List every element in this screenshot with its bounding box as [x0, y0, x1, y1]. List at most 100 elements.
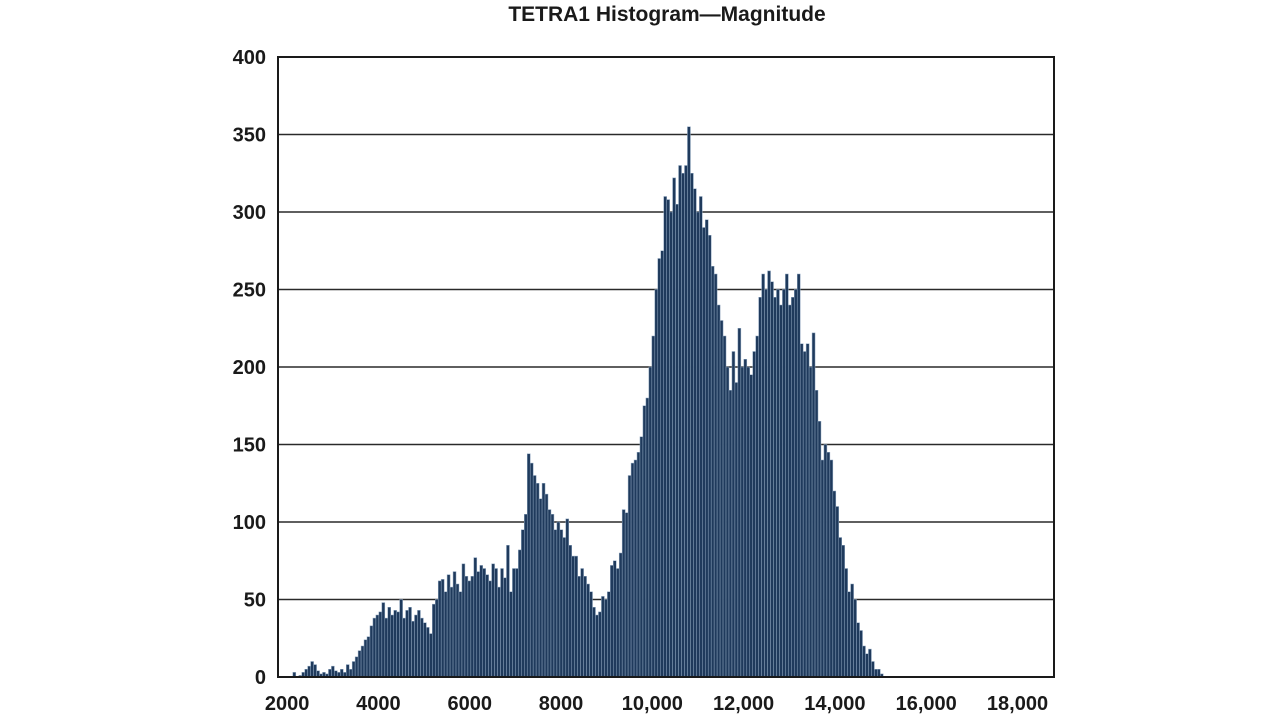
- histogram-bar: [372, 617, 377, 678]
- histogram-bar: [532, 475, 537, 678]
- histogram-bar: [737, 328, 742, 678]
- histogram-bar: [710, 266, 715, 678]
- y-tick-label: 50: [244, 590, 266, 612]
- x-tick-label: 12,000: [713, 693, 774, 715]
- histogram-bar: [764, 289, 768, 678]
- histogram-bar: [687, 126, 691, 678]
- histogram-bar: [357, 650, 362, 678]
- histogram-bar: [452, 571, 457, 678]
- histogram-bar: [354, 656, 359, 678]
- histogram-bar: [586, 583, 590, 678]
- histogram-bar: [702, 227, 706, 678]
- histogram-bar: [351, 661, 356, 678]
- histogram-bar: [458, 591, 463, 678]
- histogram-bar: [835, 506, 840, 678]
- histogram-bar: [577, 576, 581, 678]
- histogram-bar: [877, 669, 881, 678]
- histogram-bar: [826, 452, 831, 678]
- histogram-bar: [705, 219, 709, 678]
- histogram-bar: [482, 568, 486, 678]
- histogram-bar: [568, 545, 572, 678]
- histogram-bar: [393, 610, 397, 678]
- y-tick-label: 350: [233, 125, 266, 147]
- histogram-bar: [785, 273, 789, 678]
- histogram-bar: [722, 335, 727, 678]
- histogram-bar: [672, 177, 676, 678]
- histogram-bar: [381, 602, 386, 678]
- histogram-bar: [429, 633, 433, 678]
- histogram-bar: [550, 514, 555, 678]
- x-tick-label: 2000: [265, 693, 310, 715]
- histogram-bar: [589, 591, 593, 678]
- histogram-bar: [562, 537, 567, 678]
- x-tick-label: 6000: [447, 693, 492, 715]
- x-tick-label: 14,000: [804, 693, 865, 715]
- histogram-bar: [497, 586, 501, 678]
- histogram-bar: [719, 320, 724, 678]
- histogram-bar: [440, 579, 445, 678]
- histogram-bar: [811, 332, 816, 678]
- histogram-bar: [725, 366, 730, 678]
- histogram-bar: [865, 653, 869, 678]
- histogram-bar: [518, 549, 522, 678]
- histogram-bar: [633, 459, 638, 678]
- histogram-bar: [485, 574, 489, 678]
- histogram-bar: [494, 568, 498, 678]
- histogram-bar: [565, 518, 570, 678]
- histogram-bar: [794, 289, 798, 678]
- histogram-bar: [856, 622, 860, 678]
- histogram-bar: [805, 343, 810, 678]
- histogram-bar: [607, 591, 611, 678]
- histogram-bar: [859, 630, 863, 678]
- y-axis-ticks: 0 50 100 150 200 250 300 350 400: [233, 47, 266, 689]
- histogram-bar: [405, 610, 409, 678]
- histogram-bar: [390, 614, 394, 678]
- histogram-bar: [684, 165, 688, 678]
- histogram-bar: [411, 620, 415, 678]
- histogram-bar: [767, 270, 771, 678]
- histogram-bar: [464, 576, 469, 678]
- histogram-bar: [378, 611, 383, 678]
- histogram-bar: [749, 374, 753, 678]
- y-tick-label: 250: [233, 280, 266, 302]
- histogram-bar: [862, 645, 866, 678]
- histogram-bar: [476, 571, 481, 678]
- histogram-bar: [814, 390, 819, 678]
- histogram-bar: [817, 421, 822, 678]
- histogram-bar: [639, 436, 644, 678]
- histogram-bar: [529, 462, 534, 678]
- histogram-bars: [292, 126, 884, 678]
- histogram-bar: [461, 563, 466, 678]
- histogram-bar: [426, 627, 430, 678]
- x-tick-label: 4000: [356, 693, 401, 715]
- histogram-bar: [345, 664, 350, 678]
- histogram-bar: [526, 453, 531, 678]
- histogram-bar: [829, 459, 834, 678]
- y-tick-label: 150: [233, 435, 266, 457]
- histogram-bar: [491, 563, 495, 678]
- histogram-bar: [841, 545, 845, 678]
- histogram-bar: [799, 343, 804, 678]
- histogram-bar: [449, 586, 454, 678]
- histogram-bar: [396, 611, 400, 678]
- histogram-bar: [832, 490, 837, 678]
- histogram-bar: [402, 617, 406, 678]
- histogram-bar: [660, 250, 664, 678]
- histogram-bar: [512, 568, 516, 678]
- histogram-bar: [360, 645, 365, 678]
- histogram-bar: [366, 636, 371, 678]
- histogram-bar: [654, 289, 659, 678]
- histogram-bar: [779, 304, 783, 678]
- histogram-bar: [340, 669, 344, 678]
- y-tick-label: 400: [233, 47, 266, 69]
- histogram-bar: [847, 591, 851, 678]
- histogram-bar: [363, 639, 368, 678]
- histogram-bar: [770, 281, 774, 678]
- histogram-bar: [509, 591, 513, 678]
- histogram-bar: [348, 669, 353, 678]
- histogram-bar: [595, 614, 599, 678]
- histogram-bar: [417, 610, 421, 678]
- histogram-bar: [693, 188, 697, 678]
- histogram-bar: [838, 537, 842, 678]
